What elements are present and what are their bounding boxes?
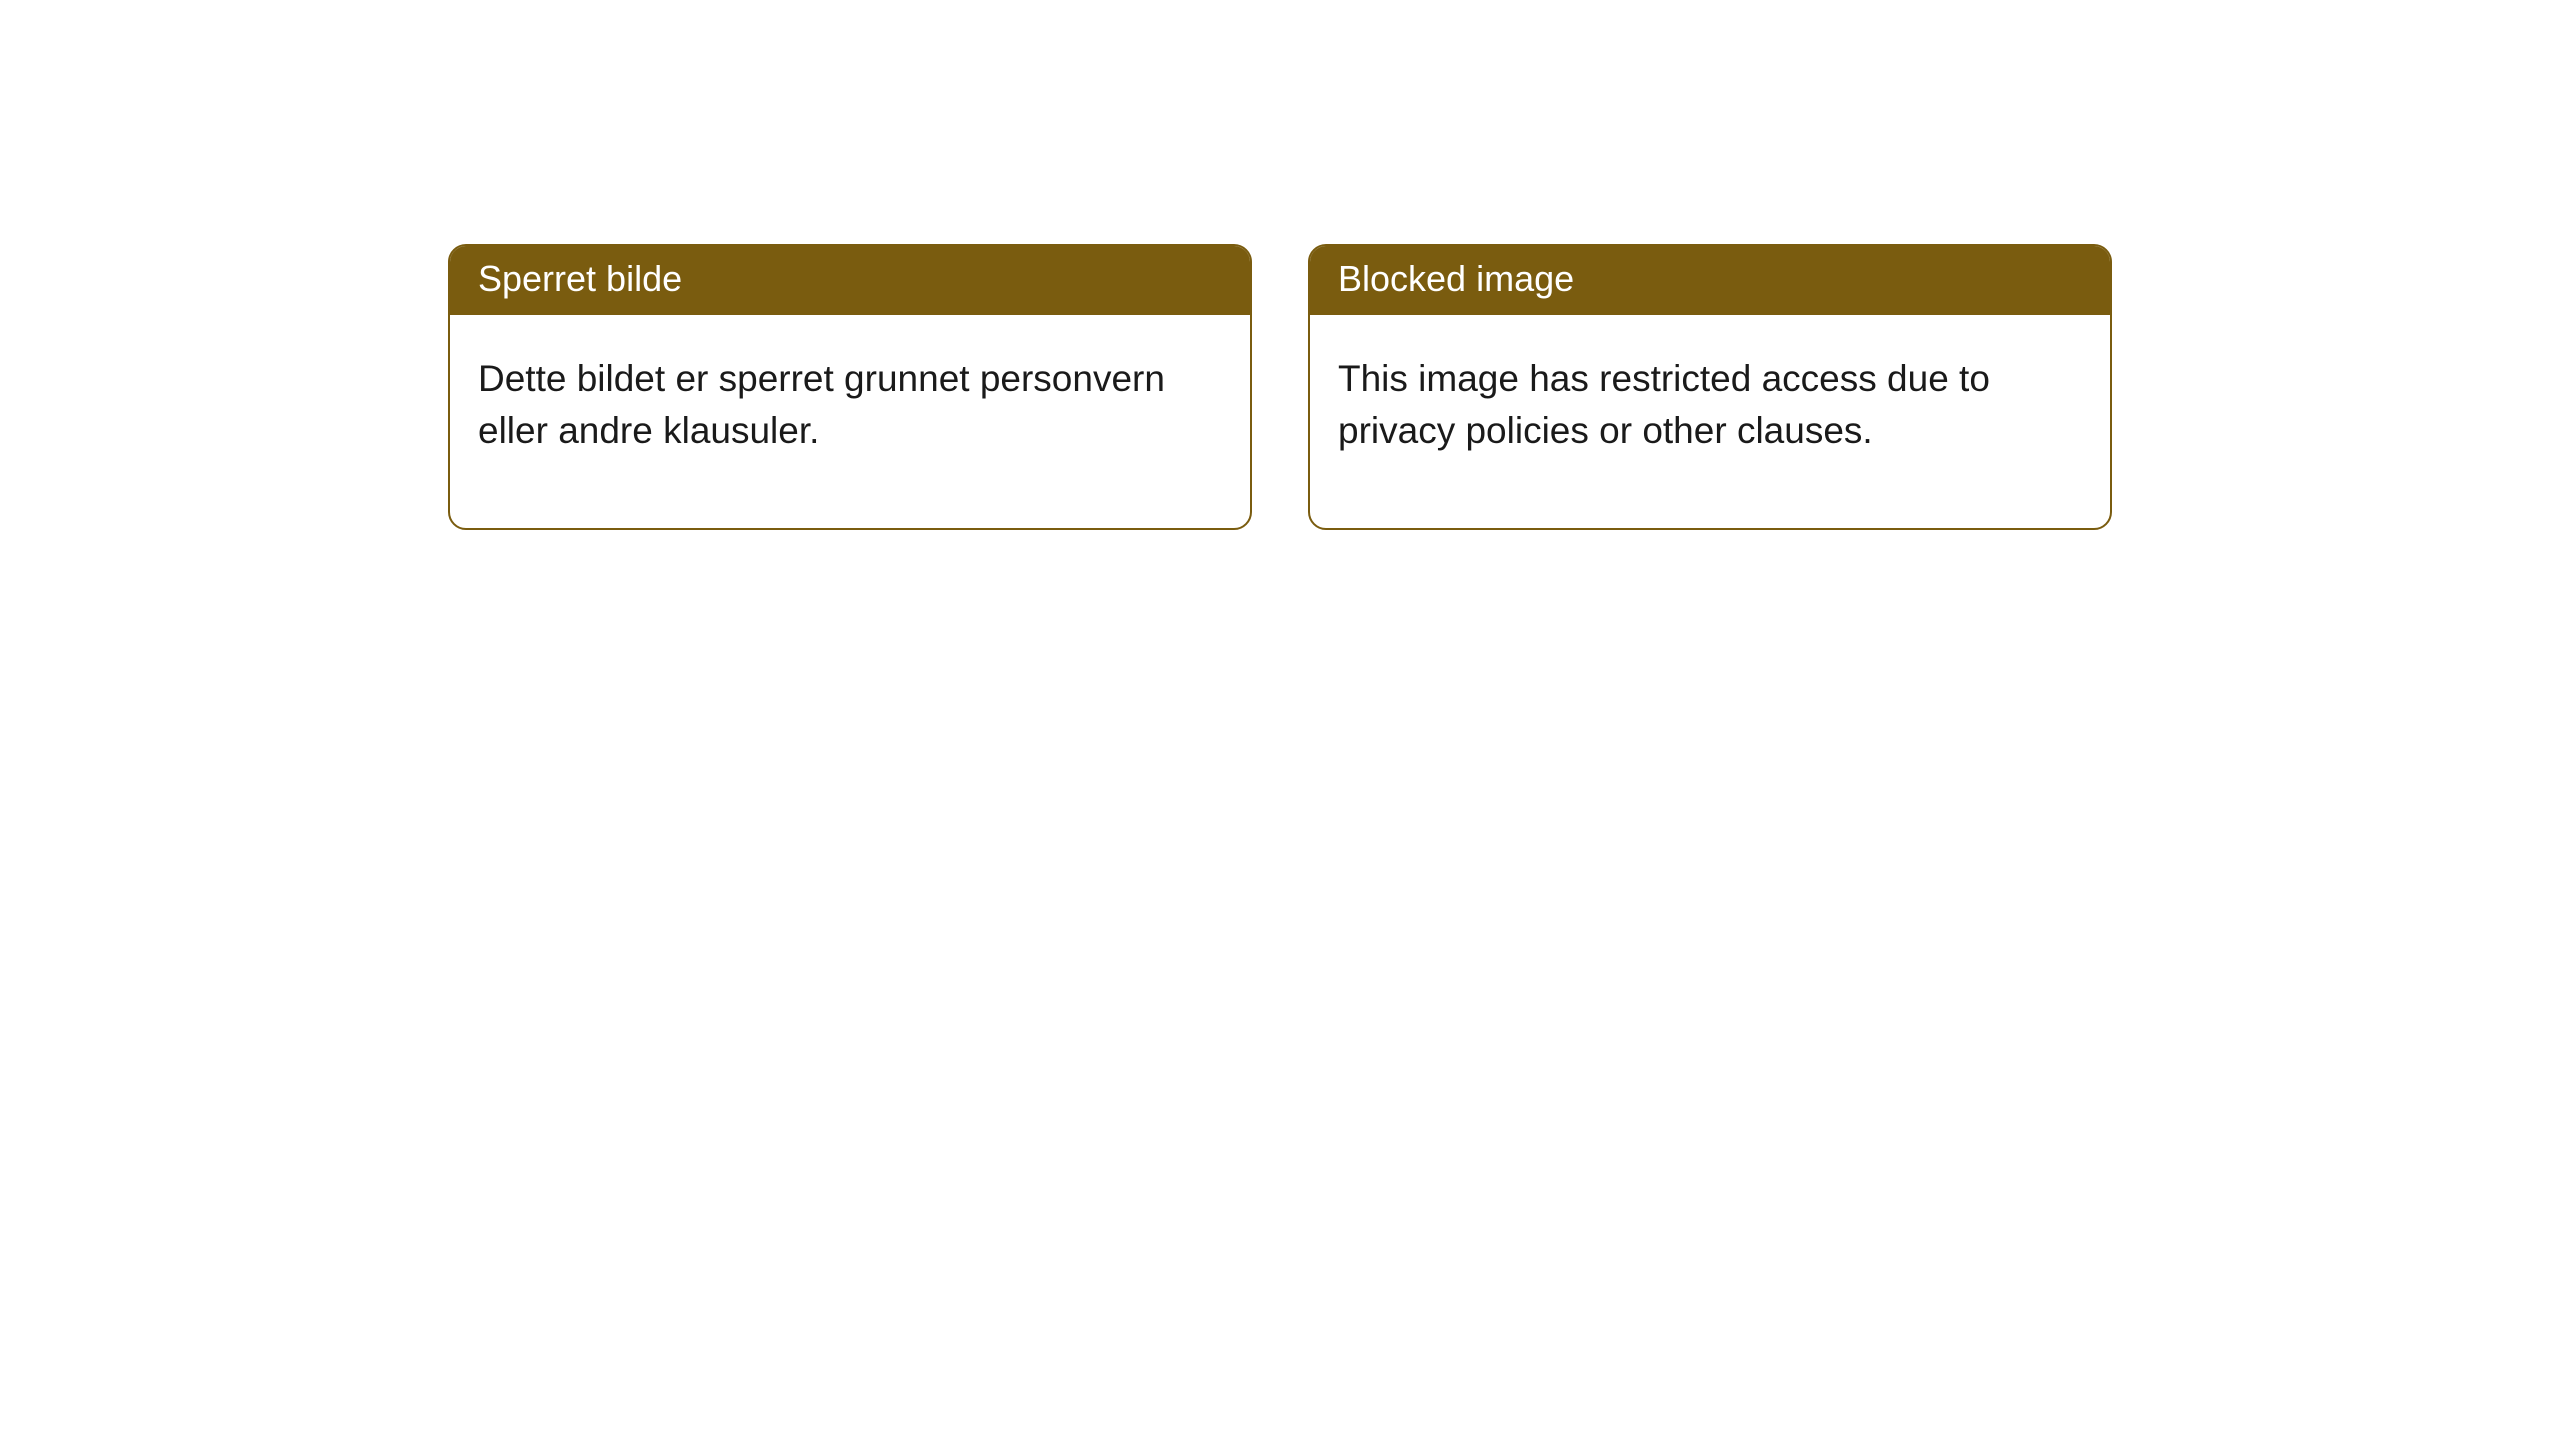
notice-body-english: This image has restricted access due to …	[1310, 315, 2110, 529]
notice-box-english: Blocked image This image has restricted …	[1308, 244, 2112, 530]
notice-container: Sperret bilde Dette bildet er sperret gr…	[0, 0, 2560, 530]
notice-body-norwegian: Dette bildet er sperret grunnet personve…	[450, 315, 1250, 529]
notice-title-norwegian: Sperret bilde	[450, 246, 1250, 315]
notice-box-norwegian: Sperret bilde Dette bildet er sperret gr…	[448, 244, 1252, 530]
notice-title-english: Blocked image	[1310, 246, 2110, 315]
